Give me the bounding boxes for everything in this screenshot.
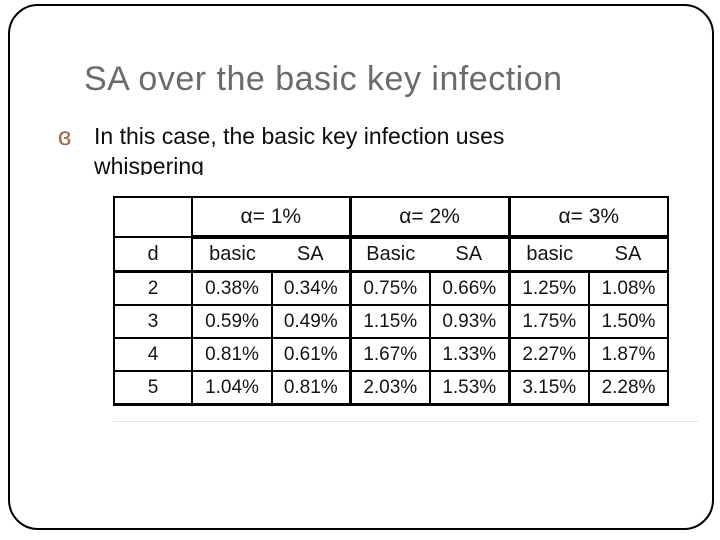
table-cell: 1.50% [589, 305, 669, 339]
d-cell: 3 [113, 305, 193, 339]
table-cell: 0.34% [272, 271, 352, 306]
alpha-1-header-cell: α= 1% [192, 196, 350, 239]
table-cell: 1.87% [589, 338, 669, 372]
table-row: 3 0.59% 0.49% 1.15% 0.93% 1.75% 1.50% [113, 305, 669, 339]
table-cell: 1.04% [192, 371, 273, 406]
table-cell: 1.53% [430, 371, 511, 406]
results-table: α= 1% α= 2% α= 3% d basic SA Basic SA ba… [113, 196, 669, 406]
sub-header-cell: basic [192, 237, 272, 273]
table-cell: 1.25% [509, 271, 590, 306]
table-cell: 0.61% [272, 338, 352, 372]
table-row: 2 0.38% 0.34% 0.75% 0.66% 1.25% 1.08% [113, 271, 669, 306]
d-cell: 4 [113, 338, 193, 372]
table-cell: 2.03% [350, 371, 431, 406]
table-cell: 1.08% [589, 271, 669, 306]
table-cell: 1.33% [430, 338, 511, 372]
table-cell: 1.15% [350, 305, 431, 339]
table-cell: 1.67% [350, 338, 431, 372]
d-cell: 5 [113, 371, 193, 406]
bullet-text: In this case, the basic key infection us… [94, 123, 505, 179]
column-header-row: d basic SA Basic SA basic SA [113, 237, 669, 273]
sub-header-cell: SA [589, 237, 669, 273]
table-cell: 0.75% [350, 271, 431, 306]
table-cell: 1.75% [509, 305, 590, 339]
alpha-3-header-cell: α= 3% [507, 196, 669, 239]
table-cell: 3.15% [509, 371, 590, 406]
table-cell: 0.81% [272, 371, 352, 406]
slide-title: SA over the basic key infection [84, 60, 563, 98]
table-cell: 0.38% [192, 271, 273, 306]
sub-header-cell: SA [430, 237, 511, 273]
alpha-2-header-cell: α= 2% [348, 196, 509, 239]
sub-header-cell: Basic [350, 237, 430, 273]
table-cell: 0.59% [192, 305, 273, 339]
sub-header-cell: basic [509, 237, 589, 273]
pasted-table-image-region: α= 1% α= 2% α= 3% d basic SA Basic SA ba… [98, 175, 706, 425]
table-row: 5 1.04% 0.81% 2.03% 1.53% 3.15% 2.28% [113, 371, 669, 406]
alpha-header-row: α= 1% α= 2% α= 3% [113, 196, 669, 239]
sub-header-cell: SA [272, 237, 352, 273]
table-cell: 0.81% [192, 338, 273, 372]
image-edge-artifact [113, 421, 698, 422]
d-header-cell: d [113, 237, 193, 273]
table-cell: 2.28% [589, 371, 669, 406]
d-cell: 2 [113, 271, 193, 306]
decorative-bullet-icon: ɞ [58, 121, 72, 151]
table-row: 4 0.81% 0.61% 1.67% 1.33% 2.27% 1.87% [113, 338, 669, 372]
table-corner-cell [113, 196, 193, 238]
table-cell: 0.66% [430, 271, 511, 306]
bullet-item: ɞ In this case, the basic key infection … [58, 121, 578, 181]
table-cell: 0.93% [430, 305, 511, 339]
table-cell: 0.49% [272, 305, 352, 339]
table-cell: 2.27% [509, 338, 590, 372]
